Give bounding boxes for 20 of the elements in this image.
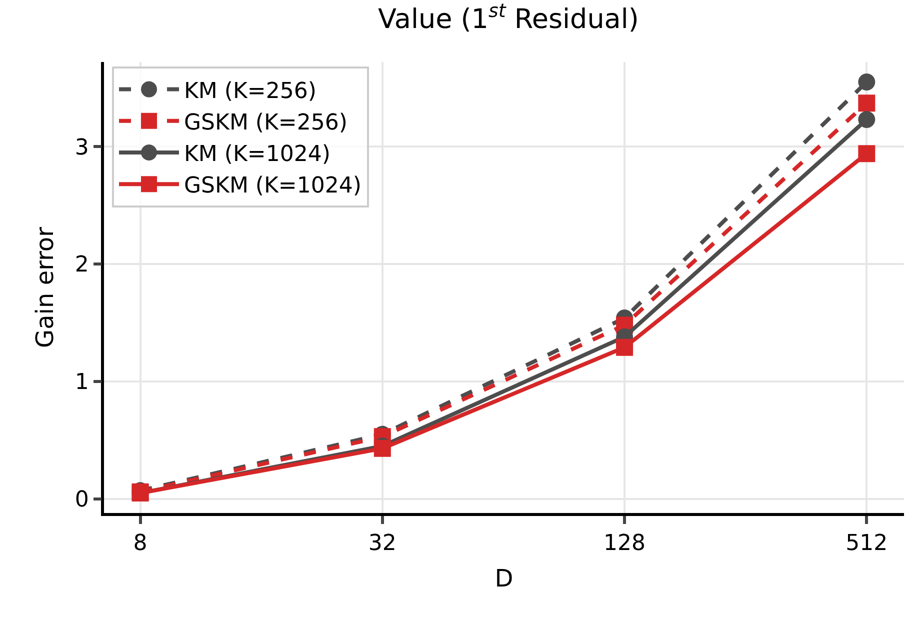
legend-label: KM (K=1024) (184, 142, 330, 168)
point (858, 94, 876, 112)
y-tick-label: 2 (74, 252, 89, 278)
x-axis-title: D (494, 564, 514, 592)
y-tick-label: 0 (74, 488, 89, 513)
legend-label: KM (K=256) (184, 78, 316, 104)
y-tick-label: 1 (74, 370, 89, 396)
y-tick-label: 3 (74, 135, 89, 160)
x-tick-label: 32 (368, 531, 396, 556)
x-tick-label: 128 (604, 531, 646, 556)
legend-label: GSKM (K=1024) (184, 174, 362, 199)
point (858, 73, 876, 90)
legend-label: GSKM (K=256) (184, 110, 348, 136)
point (858, 145, 876, 162)
point (616, 338, 634, 356)
x-tick-label: 512 (846, 531, 888, 556)
y-axis-title: Gain error (30, 226, 59, 348)
point (858, 111, 876, 128)
chart-title: Value (1$^{st}$ Residual) (378, 0, 639, 36)
x-tick-label: 8 (133, 531, 148, 556)
